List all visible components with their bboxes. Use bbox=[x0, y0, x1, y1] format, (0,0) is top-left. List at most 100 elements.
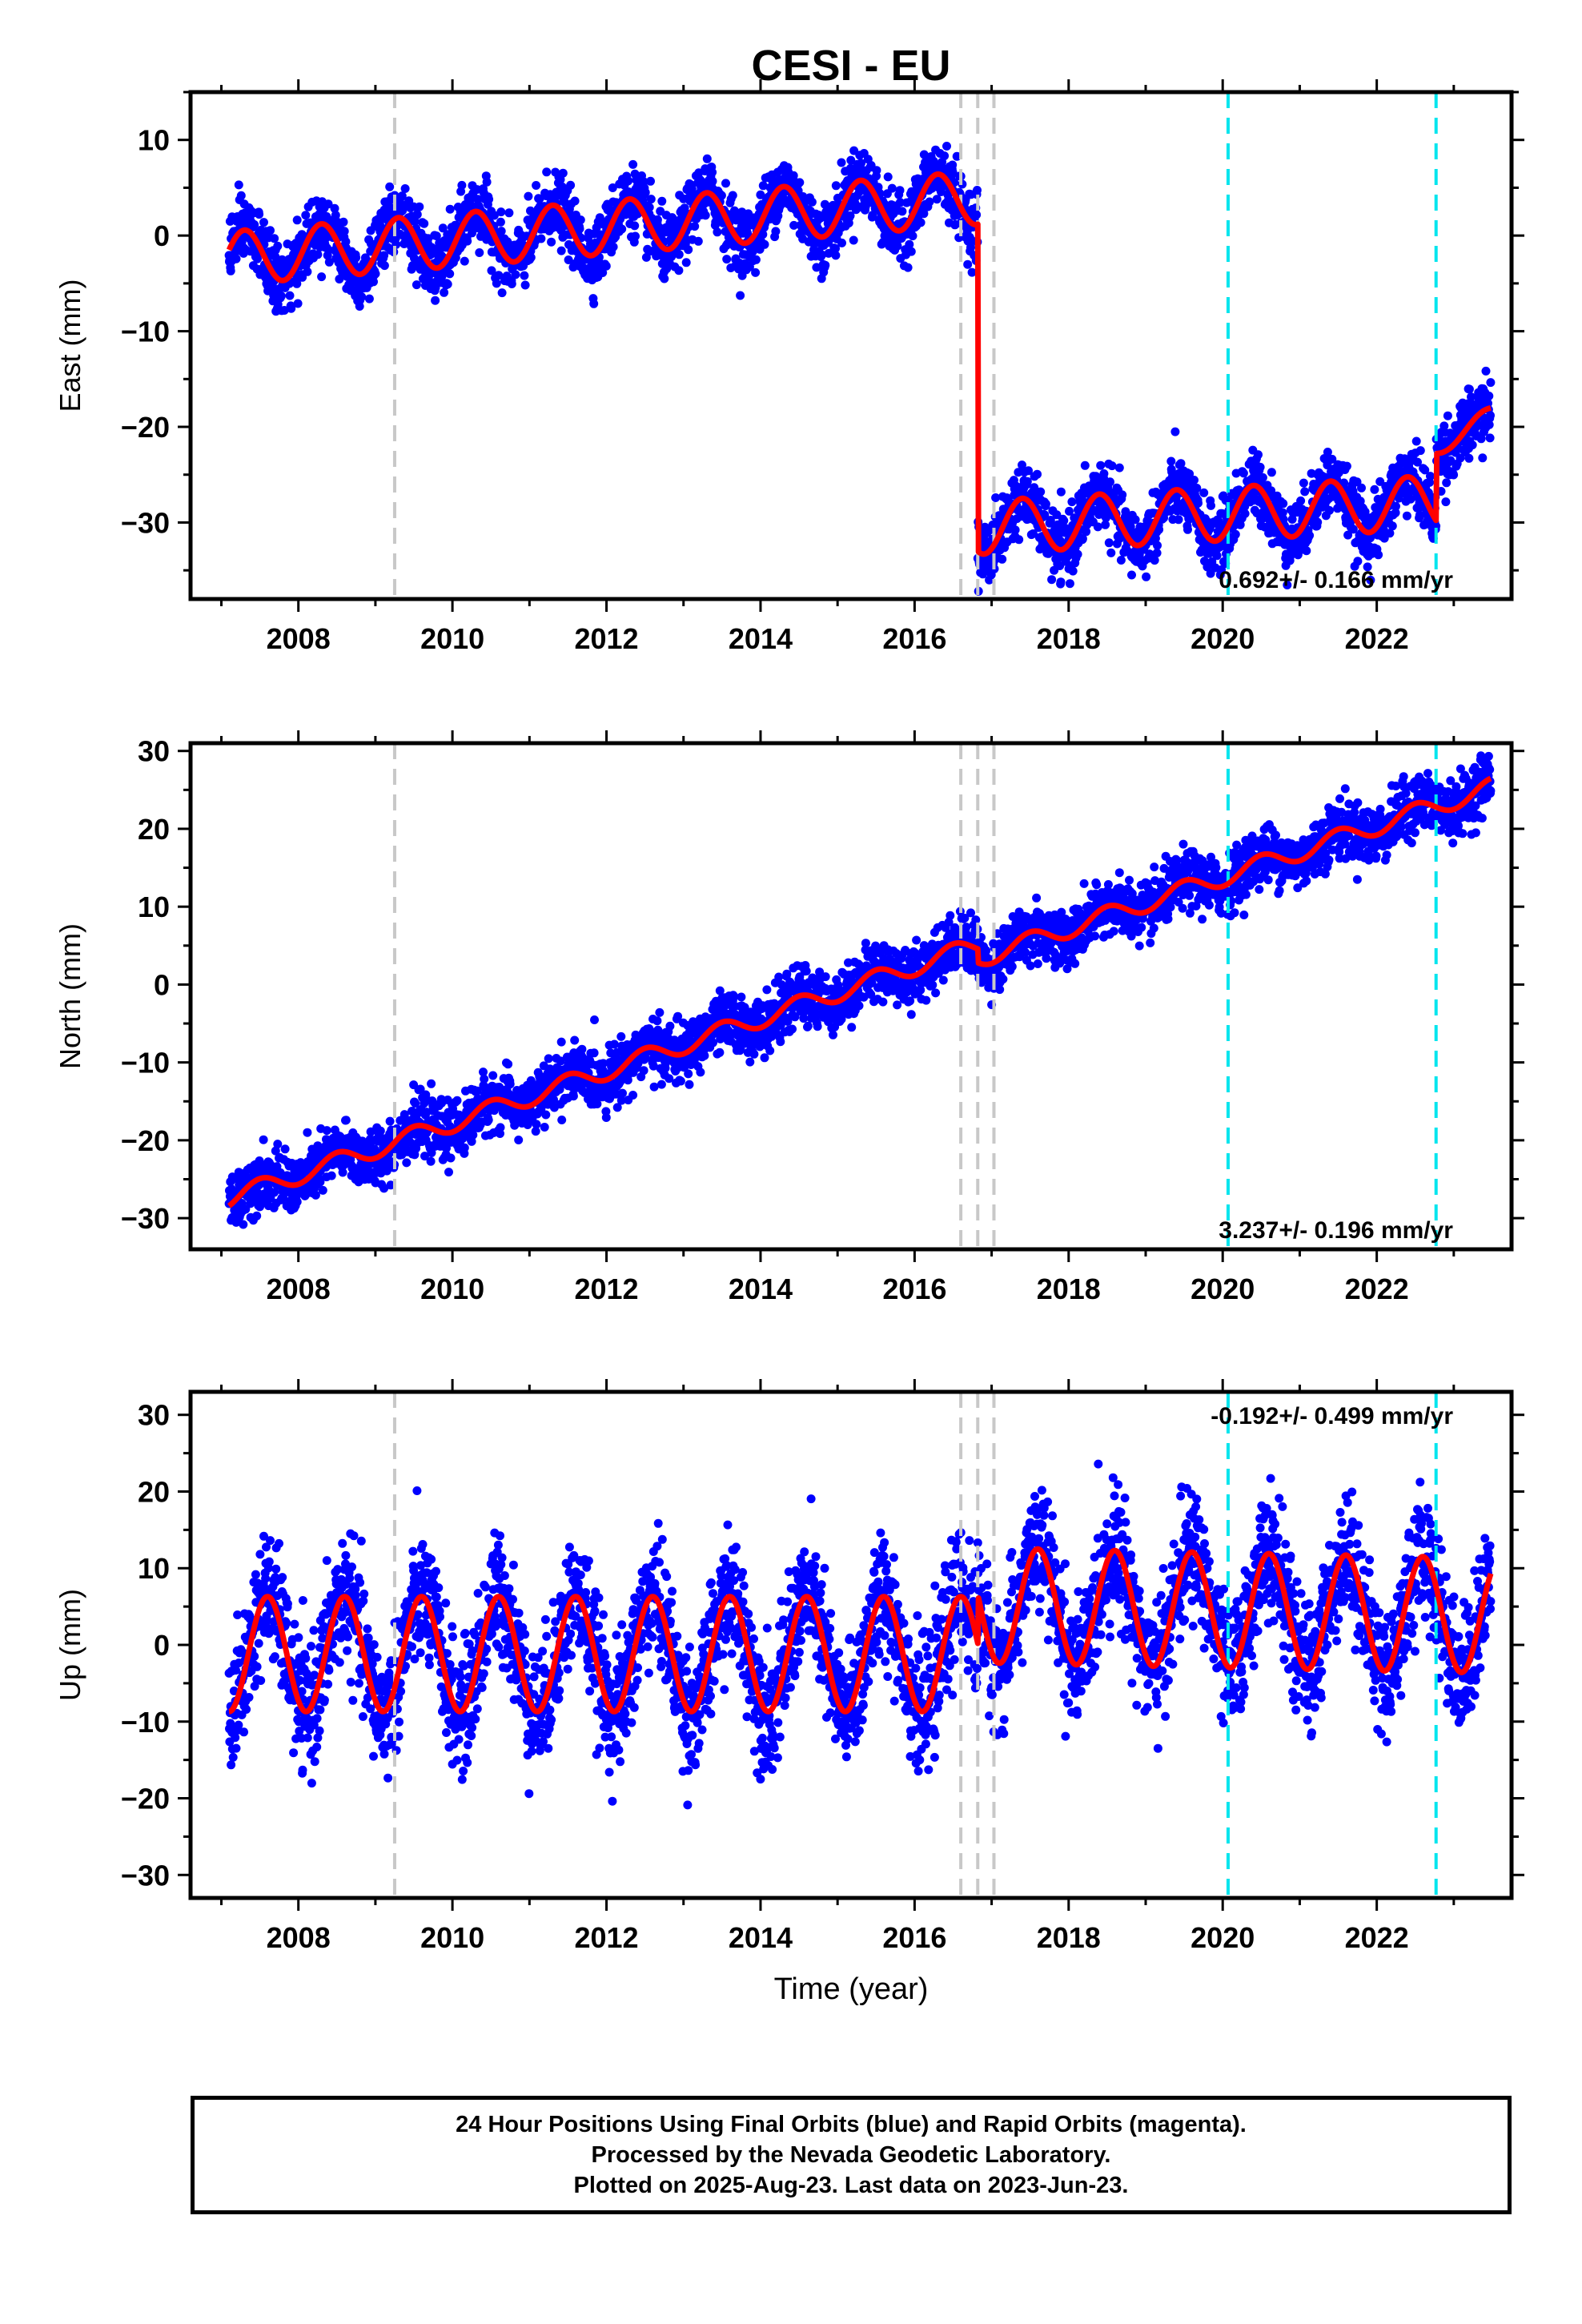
east-data-point bbox=[298, 272, 307, 282]
east-data-point bbox=[1040, 510, 1050, 520]
north-data-point bbox=[484, 1116, 493, 1125]
north-data-point bbox=[280, 1144, 290, 1154]
east-data-point bbox=[566, 180, 576, 190]
east-data-point bbox=[379, 261, 389, 271]
east-data-point bbox=[484, 195, 494, 204]
east-data-point bbox=[721, 179, 730, 188]
east-data-point bbox=[916, 218, 926, 227]
east-data-point bbox=[1231, 529, 1240, 539]
east-data-point bbox=[445, 269, 455, 279]
east-data-point bbox=[371, 269, 380, 279]
east-data-point bbox=[1199, 488, 1209, 497]
north-data-point bbox=[504, 1059, 513, 1069]
north-data-point bbox=[460, 1143, 469, 1152]
east-data-point bbox=[905, 239, 914, 249]
east-data-point bbox=[324, 257, 334, 267]
east-data-point bbox=[1170, 427, 1180, 436]
east-data-point bbox=[287, 304, 296, 313]
east-data-point bbox=[285, 291, 295, 300]
east-data-point bbox=[236, 191, 246, 200]
east-data-point bbox=[432, 231, 441, 241]
east-data-point bbox=[831, 243, 840, 253]
north-data-point bbox=[557, 1116, 567, 1124]
east-data-point bbox=[1443, 411, 1452, 420]
east-data-point bbox=[680, 203, 689, 213]
north-data-point bbox=[452, 1096, 462, 1105]
east-data-point bbox=[496, 217, 505, 227]
east-data-point bbox=[756, 190, 765, 199]
east-data-point bbox=[967, 267, 977, 277]
east-data-point bbox=[1152, 549, 1162, 557]
east-data-point bbox=[1065, 506, 1074, 516]
east-data-point bbox=[837, 238, 846, 247]
east-data-point bbox=[526, 253, 536, 262]
east-data-point bbox=[652, 215, 662, 224]
east-data-point bbox=[1255, 462, 1265, 472]
east-y-tick-label: −30 bbox=[121, 506, 170, 539]
east-data-point bbox=[1130, 515, 1140, 525]
chart-title: CESI - EU bbox=[751, 42, 950, 90]
east-data-point bbox=[908, 231, 917, 241]
east-data-point bbox=[1357, 483, 1366, 493]
east-data-point bbox=[751, 267, 761, 277]
east-data-point bbox=[1099, 469, 1109, 478]
east-data-point bbox=[760, 239, 769, 249]
east-x-tick-label: 2020 bbox=[1191, 622, 1255, 655]
east-data-point bbox=[758, 230, 768, 239]
east-data-point bbox=[857, 159, 865, 168]
east-data-point bbox=[660, 274, 669, 283]
east-data-point bbox=[1106, 548, 1116, 557]
east-data-point bbox=[932, 195, 942, 204]
east-data-point bbox=[397, 191, 407, 201]
east-data-point bbox=[1047, 575, 1057, 585]
east-data-point bbox=[234, 180, 243, 190]
east-data-point bbox=[1014, 535, 1024, 545]
east-data-point bbox=[576, 215, 585, 225]
east-data-point bbox=[463, 236, 472, 246]
east-data-point bbox=[816, 213, 825, 223]
north-data-point bbox=[375, 1126, 385, 1136]
east-panel: 2008 2010 2012 2014 2016 2018 2020 2022100−10−2… bbox=[54, 79, 1524, 655]
east-data-point bbox=[542, 167, 552, 177]
east-data-point bbox=[1052, 510, 1062, 520]
east-data-point bbox=[897, 207, 907, 216]
north-data-point bbox=[446, 1153, 456, 1163]
east-data-point bbox=[520, 280, 530, 290]
north-data-point bbox=[444, 1168, 453, 1177]
east-data-point bbox=[536, 234, 546, 243]
east-data-point bbox=[558, 168, 568, 178]
east-data-point bbox=[644, 203, 654, 212]
north-data-point bbox=[318, 1185, 327, 1195]
east-data-point bbox=[1302, 546, 1311, 556]
east-data-point bbox=[674, 250, 684, 259]
east-x-tick-label: 2012 bbox=[574, 622, 638, 655]
east-data-point bbox=[1183, 525, 1192, 534]
east-data-point bbox=[1107, 461, 1117, 471]
east-data-point bbox=[631, 231, 640, 241]
east-data-point bbox=[1342, 461, 1351, 471]
east-data-point bbox=[496, 227, 506, 236]
east-data-point bbox=[872, 166, 881, 175]
east-data-point bbox=[1118, 490, 1127, 500]
north-data-point bbox=[488, 1071, 498, 1080]
east-data-point bbox=[1313, 517, 1323, 527]
east-data-point bbox=[570, 196, 580, 206]
east-data-point bbox=[532, 181, 541, 190]
east-data-point bbox=[511, 270, 520, 279]
east-data-point bbox=[575, 224, 584, 234]
east-data-point bbox=[1478, 453, 1488, 463]
east-data-point bbox=[357, 292, 367, 302]
east-data-point bbox=[966, 243, 975, 252]
east-data-point bbox=[1024, 466, 1033, 476]
east-data-point bbox=[440, 287, 449, 297]
east-data-point bbox=[323, 245, 333, 255]
north-data-point bbox=[292, 1197, 302, 1207]
east-data-point bbox=[1194, 498, 1203, 508]
east-data-point bbox=[520, 271, 529, 280]
east-data-point bbox=[817, 250, 827, 259]
east-data-point bbox=[1073, 549, 1082, 559]
east-data-point bbox=[821, 260, 830, 270]
east-data-point bbox=[313, 250, 323, 259]
east-data-point bbox=[630, 221, 640, 231]
east-data-point bbox=[1041, 499, 1050, 509]
